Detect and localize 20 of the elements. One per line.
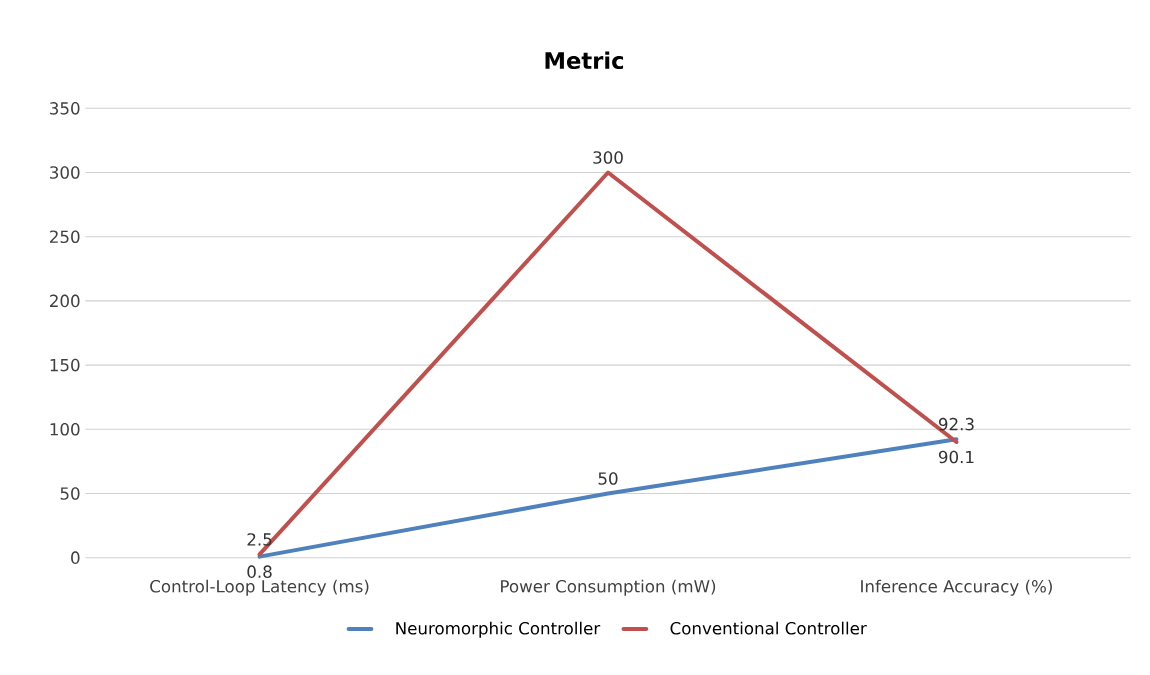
y-tick-label: 50 xyxy=(60,487,80,500)
x-tick-label: Control-Loop Latency (ms) xyxy=(150,579,369,596)
data-label: 0.8 xyxy=(247,565,272,578)
data-label: 300 xyxy=(593,151,623,164)
data-label: 90.1 xyxy=(938,450,974,464)
legend-label: Conventional Controller xyxy=(670,621,867,635)
y-tick-label: 200 xyxy=(50,294,80,308)
x-tick-label: Inference Accuracy (%) xyxy=(861,579,1052,596)
x-tick-label: Power Consumption (mW) xyxy=(501,579,716,596)
y-tick-label: 0 xyxy=(71,551,80,564)
y-tick-label: 150 xyxy=(50,358,80,372)
y-tick-label: 100 xyxy=(50,422,80,436)
y-tick-label: 350 xyxy=(50,102,80,115)
data-label: 50 xyxy=(598,472,618,485)
data-label: 2.5 xyxy=(247,533,272,546)
chart-title: Metric xyxy=(545,51,624,70)
y-tick-label: 300 xyxy=(50,166,80,179)
legend-label: Neuromorphic Controller xyxy=(396,621,601,638)
data-label: 92.3 xyxy=(938,417,974,431)
y-tick-label: 250 xyxy=(50,230,80,244)
